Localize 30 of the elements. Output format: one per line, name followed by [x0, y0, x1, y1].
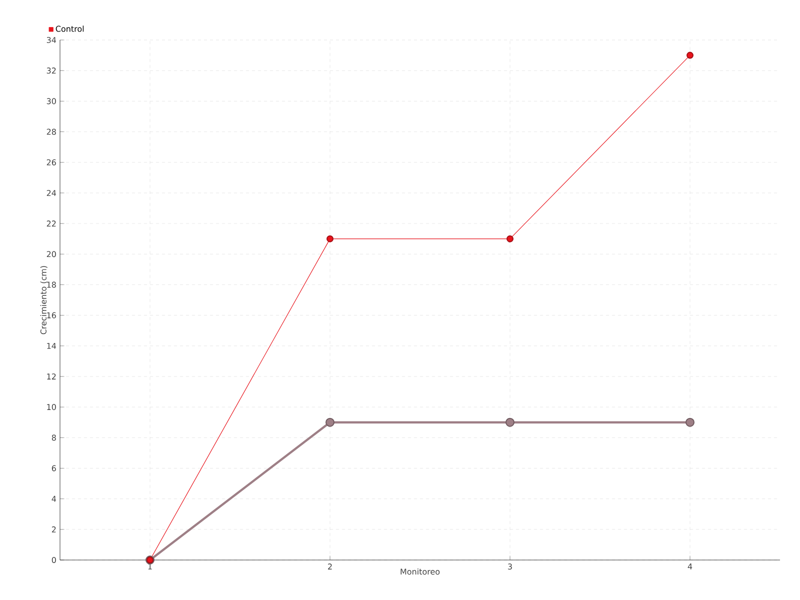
y-tick-label: 6	[52, 465, 56, 472]
y-tick-label: 20	[46, 251, 56, 258]
y-tick-label: 32	[46, 68, 56, 74]
point	[686, 418, 695, 427]
y-tick-label: 8	[52, 434, 56, 441]
point	[326, 235, 334, 242]
point	[506, 418, 515, 427]
y-tick-label: 10	[47, 404, 56, 410]
y-tick-label: 16	[47, 312, 56, 318]
point	[506, 235, 514, 242]
y-tick-label: 18	[47, 282, 56, 288]
y-axis-title: Crecimiento (cm)	[40, 266, 48, 334]
legend-label: Control	[56, 26, 84, 32]
x-axis-title: Monitoreo	[400, 568, 440, 575]
y-tick-label: 34	[46, 36, 56, 44]
y-tick-label: 4	[52, 496, 56, 502]
y-tick-label: 2	[52, 526, 56, 532]
y-tick-label: 26	[46, 159, 56, 166]
x-tick-label: 4	[688, 564, 692, 570]
x-tick-label: 2	[328, 564, 332, 570]
y-tick-label: 12	[47, 373, 56, 380]
y-tick-label: 28	[46, 128, 56, 135]
y-tick-label: 14	[47, 342, 56, 349]
point	[326, 418, 335, 427]
y-tick-label: 24	[46, 190, 56, 196]
y-tick-label: 22	[46, 220, 56, 226]
y-tick-label: 0	[52, 556, 56, 564]
y-tick-label: 30	[46, 98, 56, 104]
point	[686, 52, 694, 59]
x-tick-label: 3	[508, 564, 512, 570]
